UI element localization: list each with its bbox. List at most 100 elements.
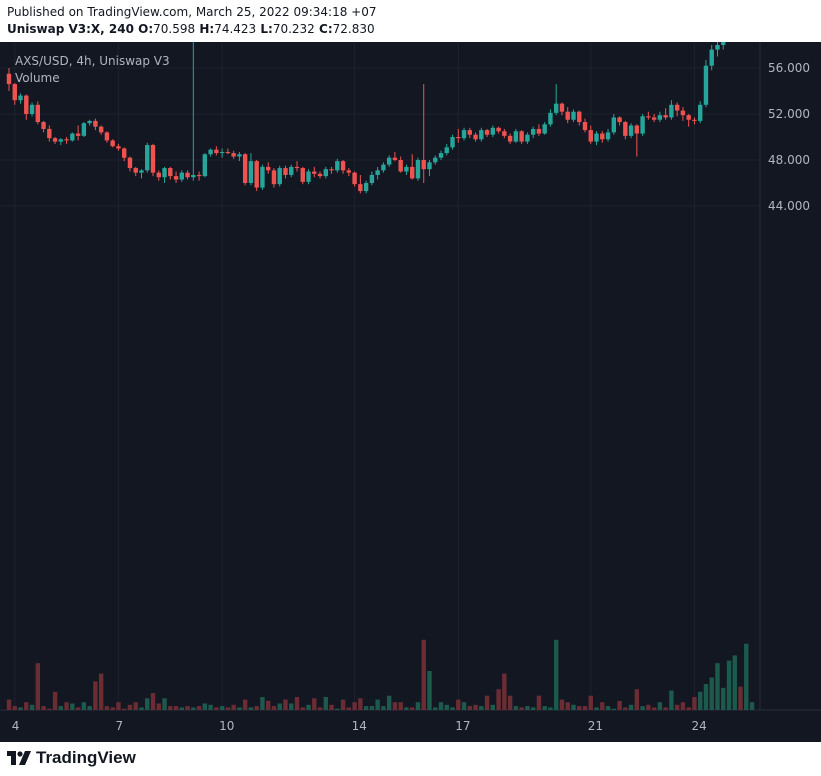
volume-bar — [542, 706, 547, 710]
header: Published on TradingView.com, March 25, … — [0, 0, 821, 42]
candlestick-chart[interactable]: 44.00048.00052.00056.00060.00064.00068.0… — [0, 42, 821, 742]
tradingview-logo-text: TradingView — [36, 748, 136, 767]
candle-body — [58, 139, 64, 142]
volume-bar — [202, 703, 208, 710]
candle-body — [444, 147, 449, 154]
volume-bar — [18, 707, 23, 710]
candle-body — [139, 170, 144, 173]
volume-bar — [594, 707, 599, 710]
candle-body — [594, 133, 599, 142]
open-value: 70.598 — [153, 22, 196, 36]
candle-body — [18, 95, 23, 101]
volume-bar — [525, 706, 530, 710]
x-tick-label: 14 — [352, 719, 367, 733]
volume-bar — [352, 702, 357, 710]
candle-body — [254, 161, 259, 188]
volume-bar — [738, 686, 743, 710]
volume-bar — [64, 702, 69, 710]
y-tick-label: 44.000 — [768, 199, 810, 213]
volume-bar — [450, 707, 455, 710]
volume-bar — [507, 695, 513, 710]
volume-bar — [156, 703, 161, 710]
x-tick-label: 24 — [691, 719, 706, 733]
volume-bar — [260, 697, 265, 710]
volume-bar — [191, 707, 196, 710]
volume-bar — [554, 639, 559, 710]
candle-body — [317, 173, 323, 177]
candle-body — [415, 160, 421, 179]
candle-body — [369, 174, 375, 183]
volume-bar — [530, 707, 536, 710]
candle-body — [484, 130, 490, 135]
volume-bar — [421, 639, 426, 710]
candle-body — [651, 117, 657, 120]
volume-legend-label: Volume — [15, 71, 60, 85]
candle-body — [433, 157, 438, 163]
candle-body — [306, 171, 311, 182]
candle-body — [721, 42, 726, 45]
candle-body — [145, 145, 150, 171]
candle-body — [617, 117, 622, 123]
volume-bar — [104, 706, 110, 710]
candle-body — [663, 115, 668, 118]
volume-bar — [640, 706, 645, 710]
volume-bar — [571, 704, 576, 710]
candle-body — [588, 130, 593, 142]
volume-bar — [577, 706, 582, 710]
volume-bar — [744, 643, 749, 710]
candle-body — [12, 84, 17, 101]
volume-bar — [133, 702, 138, 710]
candle-body — [611, 117, 616, 133]
volume-bar — [214, 707, 219, 710]
volume-bar — [519, 707, 524, 710]
high-label: H: — [199, 22, 215, 36]
volume-bar — [47, 708, 52, 710]
candle-body — [605, 132, 611, 140]
low-label: L: — [260, 22, 273, 36]
candle-body — [277, 168, 282, 185]
candle-body — [686, 115, 691, 120]
volume-bar — [461, 702, 467, 710]
candle-body — [191, 174, 196, 178]
volume-bar — [208, 704, 213, 710]
candle-body — [709, 49, 714, 66]
volume-bar — [444, 704, 449, 710]
candle-body — [496, 127, 501, 132]
y-tick-label: 56.000 — [768, 61, 810, 75]
chart-area[interactable]: 44.00048.00052.00056.00060.00064.00068.0… — [0, 42, 821, 742]
candle-body — [646, 116, 651, 118]
volume-bar — [75, 707, 81, 710]
candle-body — [461, 130, 467, 139]
volume-bar — [116, 702, 121, 710]
candle-body — [513, 131, 519, 142]
volume-bar — [433, 707, 438, 710]
volume-bar — [29, 704, 35, 710]
volume-bar — [536, 695, 542, 710]
candle-body — [248, 161, 254, 183]
candle-body — [64, 139, 69, 141]
candle-body — [519, 131, 524, 142]
candle-body — [323, 169, 328, 177]
volume-bar — [467, 706, 472, 710]
candle-body — [225, 151, 231, 154]
tradingview-logo[interactable]: TradingView — [7, 748, 136, 768]
volume-bar — [398, 702, 403, 710]
volume-bar — [168, 706, 173, 710]
candle-body — [525, 134, 530, 142]
volume-bar — [122, 708, 127, 710]
tradingview-logo-icon — [7, 751, 31, 765]
candle-body — [346, 170, 352, 173]
volume-bar — [749, 702, 755, 710]
candle-body — [548, 112, 553, 125]
volume-bar — [657, 702, 663, 710]
volume-bar — [242, 699, 248, 710]
volume-bar — [145, 698, 150, 710]
volume-bar — [559, 699, 565, 710]
volume-bar — [41, 706, 46, 710]
candle-body — [312, 171, 317, 174]
chart-background — [0, 42, 821, 742]
volume-bar — [185, 706, 190, 710]
volume-bar — [709, 677, 714, 710]
candle-body — [335, 161, 340, 171]
candle-body — [237, 154, 242, 157]
